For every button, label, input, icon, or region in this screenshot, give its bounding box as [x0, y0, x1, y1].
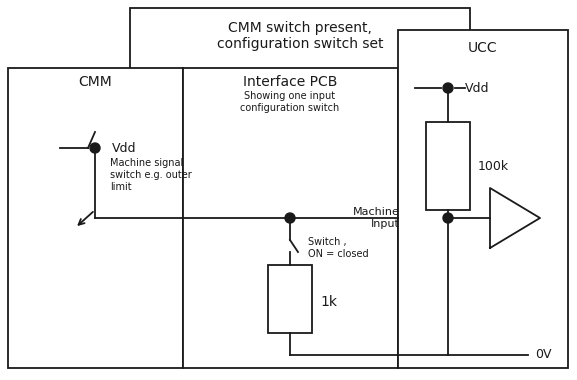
- Text: Vdd: Vdd: [112, 141, 137, 155]
- Text: 1k: 1k: [320, 295, 337, 309]
- Text: Machine signal
switch e.g. outer
limit: Machine signal switch e.g. outer limit: [110, 158, 192, 192]
- Text: Switch ,
ON = closed: Switch , ON = closed: [308, 237, 369, 259]
- Bar: [268, 265, 312, 333]
- Circle shape: [443, 213, 453, 223]
- Text: Machine
Input: Machine Input: [353, 207, 400, 229]
- Text: CMM: CMM: [78, 75, 112, 89]
- Text: UCC: UCC: [468, 41, 498, 55]
- Text: 0V: 0V: [535, 348, 552, 361]
- Bar: [398, 30, 568, 368]
- Bar: [183, 68, 398, 368]
- Text: Vdd: Vdd: [465, 81, 489, 95]
- Text: Interface PCB: Interface PCB: [243, 75, 337, 89]
- Circle shape: [285, 213, 295, 223]
- Text: 100k: 100k: [478, 160, 509, 173]
- Bar: [130, 8, 470, 73]
- Bar: [426, 122, 470, 210]
- Bar: [8, 68, 183, 368]
- Text: CMM switch present,
configuration switch set: CMM switch present, configuration switch…: [217, 21, 383, 51]
- Circle shape: [90, 143, 100, 153]
- Circle shape: [443, 83, 453, 93]
- Text: Showing one input
configuration switch: Showing one input configuration switch: [241, 91, 340, 113]
